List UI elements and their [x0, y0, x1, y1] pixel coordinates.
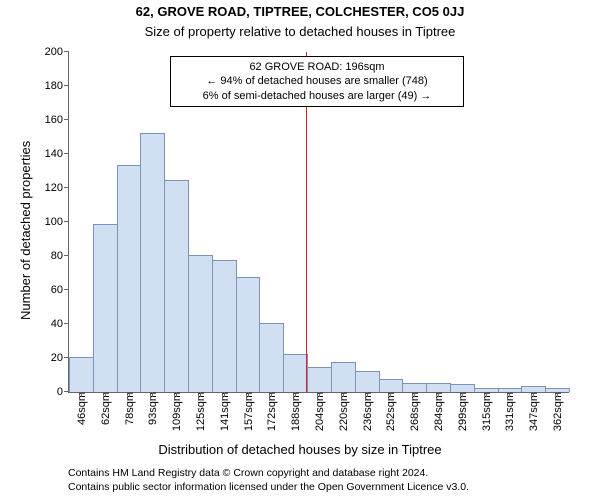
histogram-bar: [259, 323, 284, 392]
annotation-line3: 6% of semi-detached houses are larger (4…: [177, 89, 457, 103]
histogram-bar: [379, 379, 404, 392]
x-tick-mark: [414, 392, 415, 397]
y-tick-label: 0: [57, 386, 69, 398]
x-tick-mark: [533, 392, 534, 397]
y-tick-label: 160: [45, 114, 69, 126]
x-tick-label: 172sqm: [264, 392, 278, 431]
x-tick-label: 252sqm: [383, 392, 397, 431]
x-tick-label: 236sqm: [360, 392, 374, 431]
histogram-bar: [355, 371, 380, 392]
x-tick-label: 204sqm: [312, 392, 326, 431]
x-tick-label: 347sqm: [526, 392, 540, 431]
y-tick-mark: [64, 323, 69, 324]
y-tick-mark: [64, 255, 69, 256]
y-tick-label: 20: [51, 352, 69, 364]
x-tick-mark: [509, 392, 510, 397]
y-tick-mark: [64, 153, 69, 154]
x-tick-label: 299sqm: [455, 392, 469, 431]
annotation-box: 62 GROVE ROAD: 196sqm ← 94% of detached …: [170, 56, 464, 107]
x-tick-mark: [152, 392, 153, 397]
x-tick-mark: [390, 392, 391, 397]
histogram-bar: [450, 384, 475, 392]
x-tick-label: 268sqm: [407, 392, 421, 431]
histogram-bar: [164, 180, 189, 392]
x-tick-label: 315sqm: [479, 392, 493, 431]
y-tick-mark: [64, 119, 69, 120]
x-tick-label: 331sqm: [502, 392, 516, 431]
y-tick-label: 180: [45, 80, 69, 92]
x-tick-label: 109sqm: [169, 392, 183, 431]
histogram-bar: [212, 260, 237, 392]
x-tick-mark: [295, 392, 296, 397]
footer-line2: Contains public sector information licen…: [68, 480, 469, 494]
y-tick-label: 200: [45, 46, 69, 58]
y-tick-label: 100: [45, 216, 69, 228]
x-tick-mark: [271, 392, 272, 397]
x-tick-mark: [200, 392, 201, 397]
x-tick-mark: [557, 392, 558, 397]
y-tick-label: 120: [45, 182, 69, 194]
annotation-line1: 62 GROVE ROAD: 196sqm: [177, 60, 457, 74]
x-tick-mark: [81, 392, 82, 397]
x-tick-label: 125sqm: [193, 392, 207, 431]
histogram-bar: [307, 367, 332, 392]
y-tick-label: 60: [51, 284, 69, 296]
x-tick-label: 157sqm: [241, 392, 255, 431]
x-tick-label: 220sqm: [336, 392, 350, 431]
x-tick-mark: [343, 392, 344, 397]
chart-title: 62, GROVE ROAD, TIPTREE, COLCHESTER, CO5…: [0, 4, 600, 19]
x-tick-mark: [367, 392, 368, 397]
x-axis-label: Distribution of detached houses by size …: [0, 442, 600, 457]
histogram-bar: [236, 277, 261, 392]
x-tick-mark: [248, 392, 249, 397]
y-tick-mark: [64, 221, 69, 222]
annotation-line2: ← 94% of detached houses are smaller (74…: [177, 74, 457, 88]
x-tick-mark: [176, 392, 177, 397]
histogram-bar: [402, 383, 427, 393]
chart-subtitle: Size of property relative to detached ho…: [0, 24, 600, 39]
x-tick-mark: [438, 392, 439, 397]
histogram-bar: [93, 224, 118, 392]
histogram-bar: [69, 357, 94, 392]
x-tick-mark: [224, 392, 225, 397]
x-tick-mark: [105, 392, 106, 397]
y-tick-mark: [64, 187, 69, 188]
x-tick-label: 188sqm: [288, 392, 302, 431]
y-tick-mark: [64, 51, 69, 52]
x-tick-mark: [486, 392, 487, 397]
x-tick-label: 284sqm: [431, 392, 445, 431]
y-axis-label: Number of detached properties: [18, 141, 33, 320]
x-tick-mark: [129, 392, 130, 397]
histogram-bar: [188, 255, 213, 392]
y-tick-mark: [64, 85, 69, 86]
x-tick-label: 362sqm: [550, 392, 564, 431]
histogram-bar: [283, 354, 308, 392]
histogram-bar: [117, 165, 142, 392]
y-tick-mark: [64, 289, 69, 290]
chart-container: { "title": "62, GROVE ROAD, TIPTREE, COL…: [0, 0, 600, 500]
y-tick-label: 140: [45, 148, 69, 160]
y-tick-label: 40: [51, 318, 69, 330]
histogram-bar: [140, 133, 165, 392]
y-tick-label: 80: [51, 250, 69, 262]
histogram-bar: [331, 362, 356, 392]
x-tick-mark: [319, 392, 320, 397]
histogram-bar: [426, 383, 451, 393]
footer-line1: Contains HM Land Registry data © Crown c…: [68, 466, 469, 480]
x-tick-label: 141sqm: [217, 392, 231, 431]
footer: Contains HM Land Registry data © Crown c…: [68, 466, 469, 494]
x-tick-mark: [462, 392, 463, 397]
